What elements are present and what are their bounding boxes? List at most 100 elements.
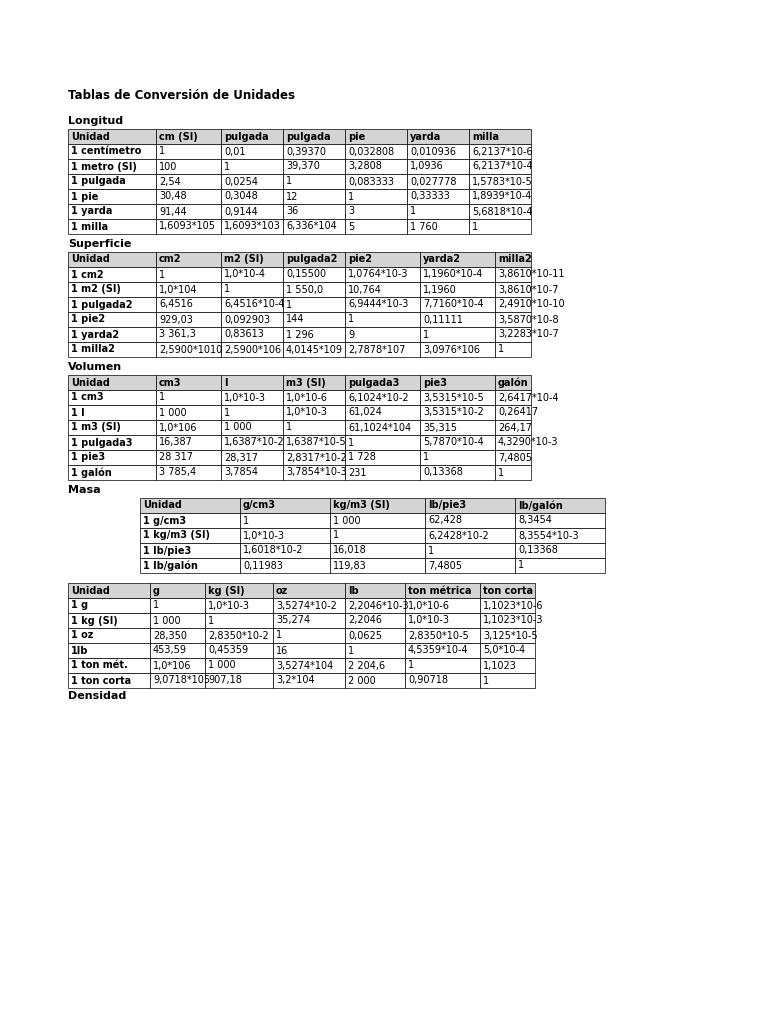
Bar: [425, 558, 515, 573]
Bar: [345, 435, 420, 450]
Text: 6,4516: 6,4516: [159, 299, 193, 309]
Bar: [273, 628, 345, 643]
Text: 0,15500: 0,15500: [286, 269, 326, 280]
Text: 1: 1: [348, 645, 354, 655]
Bar: [283, 327, 345, 342]
Text: 1 oz: 1 oz: [71, 631, 94, 640]
Text: g/cm3: g/cm3: [243, 501, 276, 511]
Text: 1,6093*103: 1,6093*103: [224, 221, 281, 231]
Text: 1,8939*10-4: 1,8939*10-4: [472, 191, 532, 202]
Bar: [156, 297, 221, 312]
Text: 1 000: 1 000: [159, 408, 187, 418]
Bar: [156, 450, 221, 465]
Bar: [156, 390, 221, 406]
Text: milla2: milla2: [498, 255, 531, 264]
Bar: [283, 144, 345, 159]
Text: 0,092903: 0,092903: [224, 314, 270, 325]
Text: pie3: pie3: [423, 378, 447, 387]
Text: 1: 1: [224, 162, 230, 171]
Text: 1,0*10-6: 1,0*10-6: [286, 392, 328, 402]
Text: 2,8350*10-5: 2,8350*10-5: [408, 631, 468, 640]
Bar: [221, 189, 283, 204]
Bar: [273, 658, 345, 673]
Text: 0,9144: 0,9144: [224, 207, 258, 216]
Text: 0,83613: 0,83613: [224, 330, 264, 340]
Text: 1,0*10-3: 1,0*10-3: [408, 615, 450, 626]
Text: 3,8610*10-7: 3,8610*10-7: [498, 285, 558, 295]
Text: 28 317: 28 317: [159, 453, 193, 463]
Bar: [205, 598, 273, 613]
Bar: [469, 174, 531, 189]
Text: 16,387: 16,387: [159, 437, 193, 447]
Bar: [205, 613, 273, 628]
Bar: [407, 129, 469, 144]
Bar: [420, 342, 495, 357]
Text: 3,2*104: 3,2*104: [276, 676, 315, 685]
Bar: [345, 219, 407, 234]
Text: 1: 1: [348, 314, 354, 325]
Bar: [140, 498, 240, 513]
Text: 3,7854: 3,7854: [224, 468, 258, 477]
Bar: [420, 252, 495, 267]
Bar: [407, 174, 469, 189]
Text: 1 pulgada: 1 pulgada: [71, 176, 126, 186]
Text: 1: 1: [348, 191, 354, 202]
Text: 62,428: 62,428: [428, 515, 462, 525]
Text: Superficie: Superficie: [68, 239, 131, 249]
Bar: [345, 312, 420, 327]
Bar: [68, 219, 156, 234]
Text: 1,1023*10-3: 1,1023*10-3: [483, 615, 544, 626]
Bar: [495, 267, 531, 282]
Text: 2,6417*10-4: 2,6417*10-4: [498, 392, 558, 402]
Bar: [420, 450, 495, 465]
Text: 1,1960: 1,1960: [423, 285, 457, 295]
Bar: [330, 558, 425, 573]
Bar: [425, 498, 515, 513]
Bar: [68, 628, 150, 643]
Text: 6,9444*10-3: 6,9444*10-3: [348, 299, 409, 309]
Bar: [480, 658, 535, 673]
Bar: [68, 189, 156, 204]
Bar: [345, 420, 420, 435]
Text: 1 cm2: 1 cm2: [71, 269, 104, 280]
Text: 0,083333: 0,083333: [348, 176, 394, 186]
Text: 2,5900*1010: 2,5900*1010: [159, 344, 222, 354]
Text: 1 pulgada3: 1 pulgada3: [71, 437, 133, 447]
Bar: [495, 312, 531, 327]
Text: 1: 1: [159, 392, 165, 402]
Text: 0,13368: 0,13368: [518, 546, 558, 555]
Bar: [156, 435, 221, 450]
Text: 2 000: 2 000: [348, 676, 376, 685]
Text: 231: 231: [348, 468, 366, 477]
Bar: [68, 282, 156, 297]
Bar: [425, 543, 515, 558]
Text: 4,5359*10-4: 4,5359*10-4: [408, 645, 468, 655]
Bar: [68, 390, 156, 406]
Bar: [515, 498, 605, 513]
Text: 8,3554*10-3: 8,3554*10-3: [518, 530, 578, 541]
Text: Tablas de Conversión de Unidades: Tablas de Conversión de Unidades: [68, 89, 295, 102]
Bar: [345, 327, 420, 342]
Bar: [68, 312, 156, 327]
Bar: [345, 375, 420, 390]
Bar: [495, 435, 531, 450]
Bar: [68, 406, 156, 420]
Bar: [345, 282, 420, 297]
Text: 0,26417: 0,26417: [498, 408, 538, 418]
Bar: [283, 450, 345, 465]
Text: 1: 1: [408, 660, 414, 671]
Bar: [68, 204, 156, 219]
Bar: [345, 450, 420, 465]
Text: 1: 1: [208, 615, 214, 626]
Bar: [469, 159, 531, 174]
Text: ton corta: ton corta: [483, 586, 533, 596]
Bar: [221, 267, 283, 282]
Bar: [345, 252, 420, 267]
Bar: [68, 673, 150, 688]
Text: 1 lb/galón: 1 lb/galón: [143, 560, 198, 570]
Text: Unidad: Unidad: [71, 255, 110, 264]
Bar: [156, 144, 221, 159]
Text: 9,0718*105: 9,0718*105: [153, 676, 210, 685]
Text: 6,336*104: 6,336*104: [286, 221, 336, 231]
Text: 3,5315*10-5: 3,5315*10-5: [423, 392, 484, 402]
